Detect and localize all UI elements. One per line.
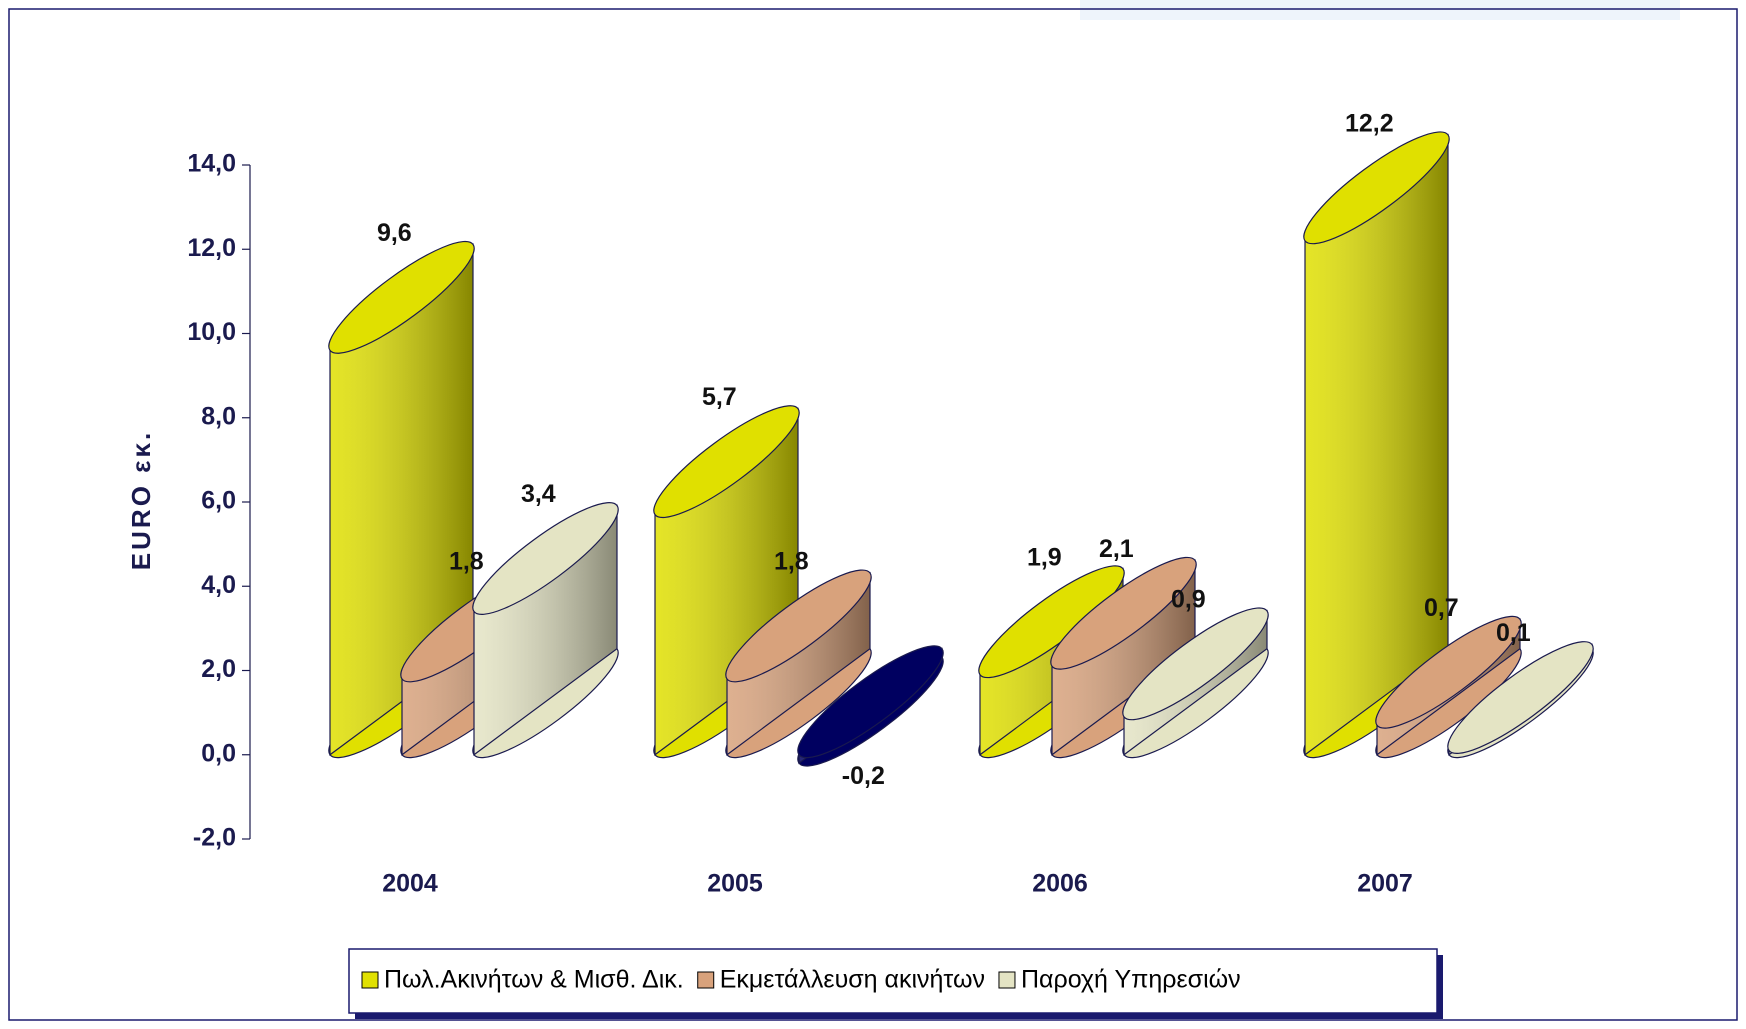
value-label: 0,1 (1496, 619, 1531, 647)
value-label: 1,9 (1027, 543, 1062, 571)
y-tick-label: 10,0 (187, 318, 236, 346)
value-label: 2,1 (1099, 535, 1134, 563)
bar (1122, 607, 1269, 759)
y-axis-label: EURO εκ. (126, 430, 156, 570)
y-tick-label: 0,0 (201, 739, 236, 767)
bar (1447, 641, 1594, 759)
value-label: -0,2 (842, 762, 885, 790)
bar-top (725, 569, 872, 683)
bar-top (328, 240, 475, 354)
bar-top (1447, 641, 1594, 755)
value-label: 9,6 (377, 219, 412, 247)
bar-top (1303, 131, 1450, 245)
legend-label: Πωλ.Ακινήτων & Μισθ. Δικ. (384, 966, 684, 994)
bar (1303, 131, 1450, 759)
legend-label: Εκμετάλλευση ακινήτων (720, 966, 985, 994)
legend-label: Παροχή Υπηρεσιών (1021, 966, 1241, 994)
y-tick-label: 6,0 (201, 487, 236, 515)
y-tick-label: 8,0 (201, 402, 236, 430)
y-tick-label: 4,0 (201, 571, 236, 599)
y-tick-label: -2,0 (193, 824, 236, 852)
bar (1375, 615, 1522, 759)
bar (797, 645, 944, 767)
x-tick-label: 2007 (1357, 870, 1413, 898)
bar (472, 502, 619, 759)
value-label: 12,2 (1345, 109, 1394, 137)
x-tick-label: 2006 (1032, 870, 1088, 898)
legend-items: Πωλ.Ακινήτων & Μισθ. Δικ. Εκμετάλλευση ακ… (361, 966, 1241, 994)
value-label: 1,8 (449, 548, 484, 576)
value-label: 0,9 (1171, 585, 1206, 613)
value-label: 0,7 (1424, 594, 1459, 622)
value-label: 5,7 (702, 383, 737, 411)
bar-top (472, 502, 619, 615)
bar-top (653, 405, 800, 519)
y-tick-label: 2,0 (201, 655, 236, 683)
value-label: 1,8 (774, 548, 809, 576)
bar (725, 569, 872, 759)
x-tick-label: 2005 (707, 870, 763, 898)
legend-swatch (361, 971, 379, 989)
plot: -2,0 0,0 2,0 4,0 6,0 8,0 10,0 12,0 14,0 9,6 1,8 3,4… (187, 109, 1594, 898)
y-tick-label: 12,0 (187, 234, 236, 262)
x-tick-label: 2004 (382, 870, 438, 898)
bar-top (1050, 556, 1197, 670)
legend-swatch (998, 971, 1016, 989)
value-label: 3,4 (521, 480, 556, 508)
legend-swatch (697, 971, 715, 989)
legend (348, 948, 1438, 1014)
bar-top (1122, 607, 1269, 721)
bar-top (797, 645, 944, 759)
background-glow (1080, 0, 1680, 20)
bar-top (1375, 615, 1522, 729)
y-tick-label: 14,0 (187, 150, 236, 178)
frame (8, 8, 1738, 1021)
